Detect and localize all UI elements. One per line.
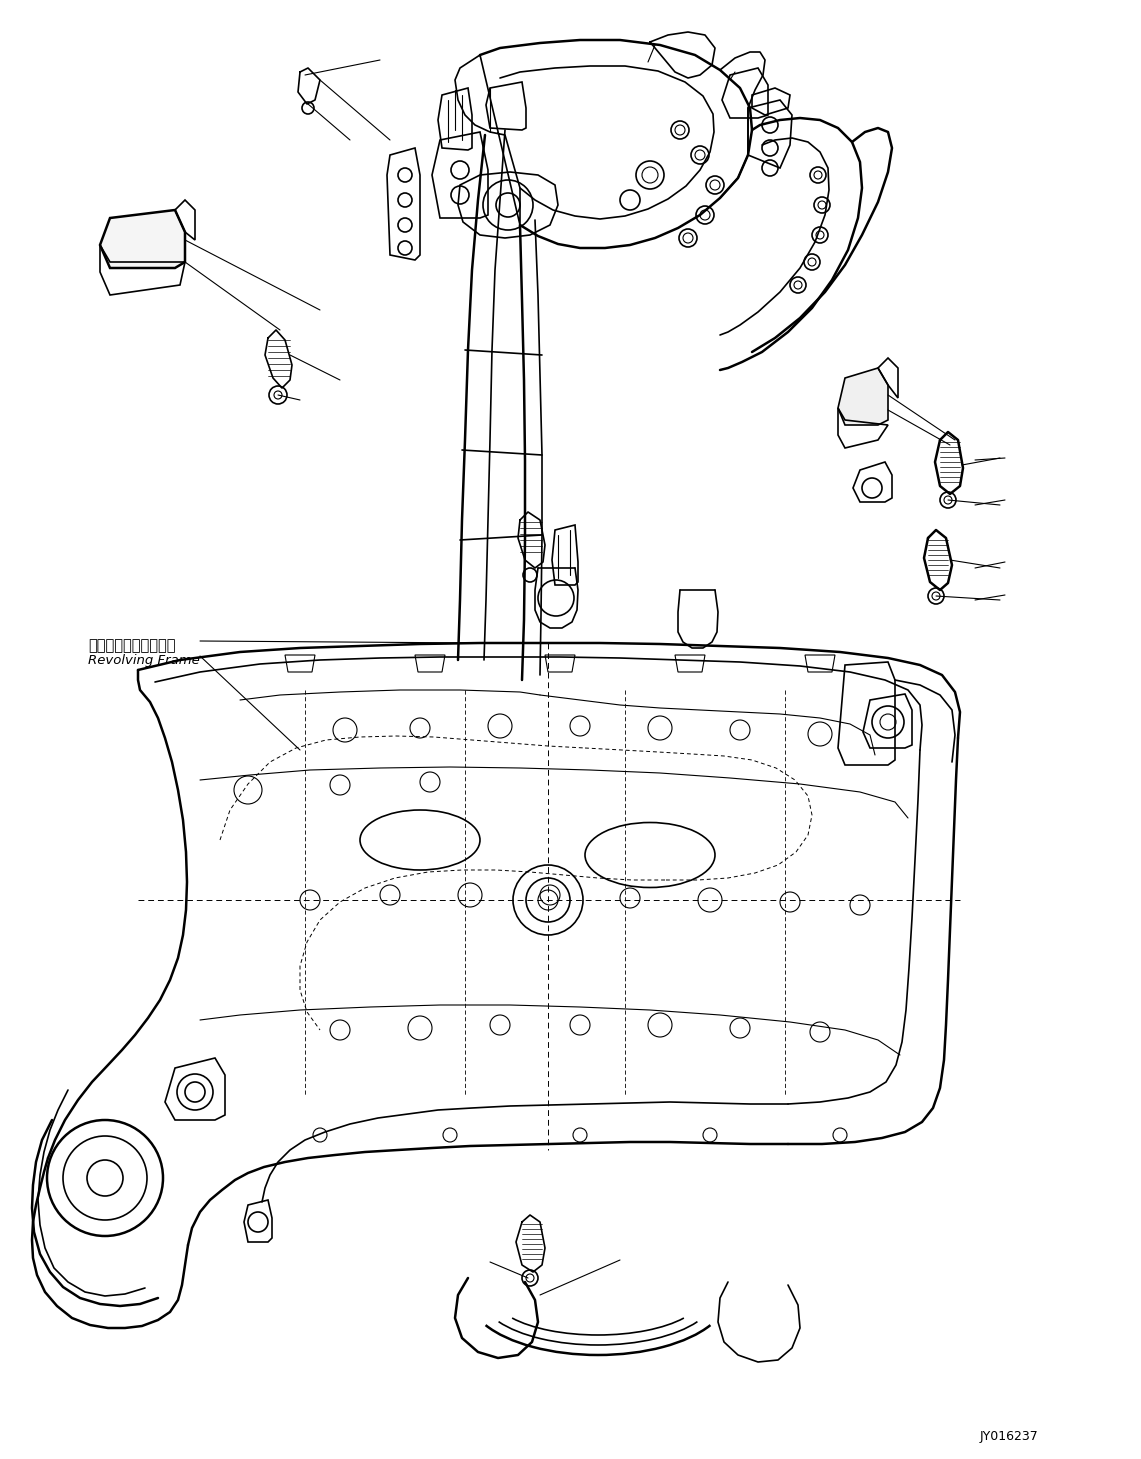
Text: Revolving Frame: Revolving Frame [88, 654, 200, 667]
Text: JY016237: JY016237 [980, 1430, 1038, 1443]
Polygon shape [100, 210, 185, 268]
Text: レボルビングフレーム: レボルビングフレーム [88, 638, 176, 654]
Polygon shape [837, 368, 888, 425]
